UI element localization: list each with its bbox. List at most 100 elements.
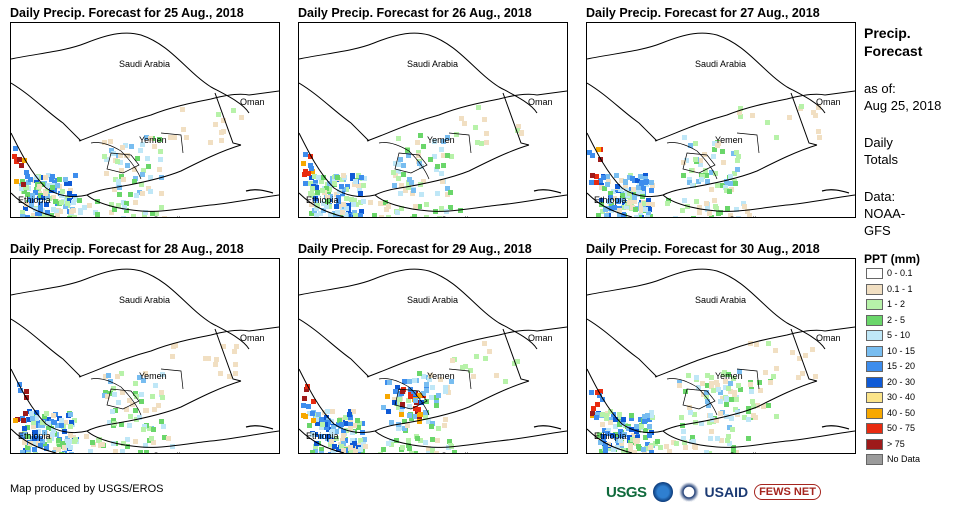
legend-swatch: [866, 438, 883, 450]
label-somalia: Somalia: [153, 215, 186, 217]
forecast-panel: Daily Precip. Forecast for 30 Aug., 2018…: [586, 242, 856, 454]
forecast-panel: Daily Precip. Forecast for 26 Aug., 2018…: [298, 6, 568, 218]
legend-item: 20 - 30: [866, 377, 915, 388]
label-oman: Oman: [528, 333, 553, 343]
legend-label: 30 - 40: [887, 392, 916, 402]
legend-swatch: [866, 423, 883, 435]
label-yemen: Yemen: [139, 371, 167, 381]
label-ethiopia: Ethiopia: [594, 195, 627, 205]
legend-label: 40 - 50: [887, 407, 916, 418]
forecast-panel: Daily Precip. Forecast for 27 Aug., 2018…: [586, 6, 856, 218]
legend-label: 1 - 2: [887, 299, 906, 309]
map-svg: [299, 268, 567, 453]
label-somalia: Somalia: [441, 451, 474, 453]
usaid-seal-icon: [678, 482, 699, 502]
legend-title-precip: Precip. Forecast: [864, 25, 923, 59]
forecast-panel: Daily Precip. Forecast for 29 Aug., 2018…: [298, 242, 568, 454]
legend-item: 5 - 10: [866, 330, 911, 342]
label-ethiopia: Ethiopia: [306, 195, 339, 205]
legend-label: 50 - 75: [887, 423, 916, 433]
label-ethiopia: Ethiopia: [594, 431, 627, 441]
legend-item: 2 - 5: [866, 315, 905, 326]
panel-title: Daily Precip. Forecast for 26 Aug., 2018: [298, 6, 532, 20]
legend-item: 15 - 20: [866, 361, 916, 373]
label-yemen: Yemen: [427, 371, 455, 381]
legend-item: 0 - 0.1: [866, 268, 913, 280]
forecast-panel: Daily Precip. Forecast for 28 Aug., 2018…: [10, 242, 280, 454]
panel-title: Daily Precip. Forecast for 28 Aug., 2018: [10, 242, 244, 256]
legend-swatch: [866, 376, 883, 388]
noaa-seal-icon: [652, 482, 673, 502]
label-oman: Oman: [528, 97, 553, 107]
label-yemen: Yemen: [427, 135, 455, 145]
precip-map: Saudi Arabia Oman Yemen Ethiopia Somalia: [298, 22, 568, 218]
legend-item: 0.1 - 1: [866, 284, 913, 295]
usgs-logo: USGS: [606, 483, 647, 501]
label-oman: Oman: [816, 97, 841, 107]
legend-swatch: [866, 268, 883, 280]
label-oman: Oman: [240, 333, 265, 343]
legend-item: 30 - 40: [866, 392, 916, 404]
legend-swatch: [866, 299, 883, 311]
usaid-logo: USAID: [704, 484, 749, 500]
legend-label: 0 - 0.1: [887, 268, 913, 278]
label-oman: Oman: [816, 333, 841, 343]
legend-item: 1 - 2: [866, 299, 906, 311]
legend-label: 10 - 15: [887, 345, 916, 356]
label-ethiopia: Ethiopia: [18, 431, 51, 441]
legend-label: > 75: [887, 438, 905, 449]
precip-map: Saudi Arabia Oman Yemen Ethiopia Somalia: [298, 258, 568, 454]
map-svg: [587, 268, 855, 453]
label-saudi-arabia: Saudi Arabia: [695, 59, 747, 69]
legend-item: No Data: [866, 454, 921, 466]
legend-item: > 75: [866, 439, 905, 450]
logo-strip: USGS USAID FEWS NET: [606, 478, 821, 506]
legend-swatch: [866, 361, 883, 373]
legend-label: 0.1 - 1: [887, 283, 913, 294]
label-oman: Oman: [240, 97, 265, 107]
label-saudi-arabia: Saudi Arabia: [695, 295, 747, 305]
precip-map: Saudi Arabia Oman Yemen Ethiopia Somalia: [10, 258, 280, 454]
panel-title: Daily Precip. Forecast for 27 Aug., 2018: [586, 6, 820, 20]
legend-label: 15 - 20: [887, 361, 916, 371]
label-yemen: Yemen: [139, 135, 167, 145]
legend-label: 5 - 10: [887, 330, 911, 340]
label-ethiopia: Ethiopia: [306, 431, 339, 441]
legend-swatch: [866, 283, 883, 295]
legend-label: 20 - 30: [887, 376, 916, 387]
legend-swatch: [866, 454, 883, 466]
map-svg: [11, 268, 279, 453]
label-somalia: Somalia: [441, 215, 474, 217]
precip-map: Saudi Arabia Oman Yemen Ethiopia Somalia: [586, 22, 856, 218]
as-of-date: as of: Aug 25, 2018: [864, 81, 942, 113]
panel-title: Daily Precip. Forecast for 25 Aug., 2018: [10, 6, 244, 20]
legend-item: 10 - 15: [866, 346, 915, 357]
panel-title: Daily Precip. Forecast for 30 Aug., 2018: [586, 242, 820, 256]
label-yemen: Yemen: [715, 135, 743, 145]
map-svg: [587, 32, 855, 217]
label-yemen: Yemen: [715, 371, 743, 381]
legend-swatch: [866, 407, 883, 419]
label-somalia: Somalia: [729, 451, 762, 453]
label-saudi-arabia: Saudi Arabia: [119, 295, 171, 305]
fewsnet-logo: FEWS NET: [754, 484, 821, 500]
forecast-panel: Daily Precip. Forecast for 25 Aug., 2018…: [10, 6, 280, 218]
legend-swatch: [866, 314, 883, 326]
map-svg: [11, 32, 279, 217]
panel-title: Daily Precip. Forecast for 29 Aug., 2018: [298, 242, 532, 256]
legend-item: 50 - 75: [866, 423, 916, 435]
legend-item: 40 - 50: [866, 408, 915, 419]
legend-swatch: [866, 392, 883, 404]
label-somalia: Somalia: [729, 215, 762, 217]
label-somalia: Somalia: [153, 451, 186, 453]
legend-swatch: [866, 330, 883, 342]
legend-label: 2 - 5: [887, 314, 906, 325]
legend-label: No Data: [887, 454, 921, 464]
credit-text: Map produced by USGS/EROS: [10, 483, 164, 495]
label-ethiopia: Ethiopia: [18, 195, 51, 205]
daily-totals-label: Daily Totals: [864, 135, 898, 167]
data-source: Data: NOAA- GFS: [864, 189, 906, 238]
label-saudi-arabia: Saudi Arabia: [119, 59, 171, 69]
label-saudi-arabia: Saudi Arabia: [407, 295, 459, 305]
precip-map: Saudi Arabia Oman Yemen Ethiopia Somalia: [10, 22, 280, 218]
